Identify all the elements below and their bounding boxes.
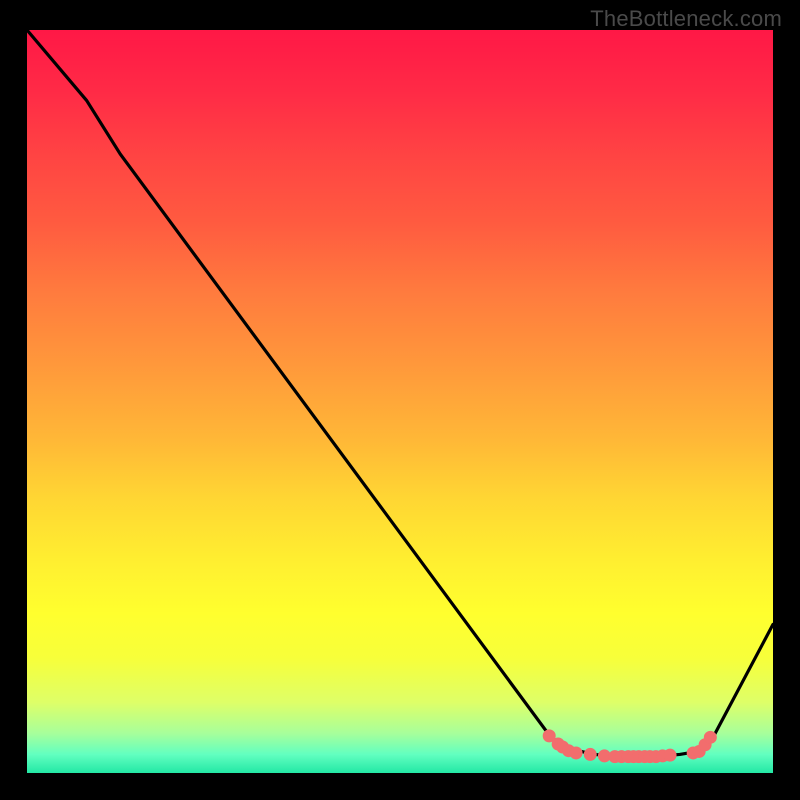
- watermark-text: TheBottleneck.com: [590, 6, 782, 32]
- data-marker: [570, 746, 583, 759]
- data-marker: [664, 749, 677, 762]
- bottleneck-chart: [0, 0, 800, 800]
- plot-background: [27, 30, 773, 773]
- data-marker: [584, 748, 597, 761]
- data-marker: [704, 731, 717, 744]
